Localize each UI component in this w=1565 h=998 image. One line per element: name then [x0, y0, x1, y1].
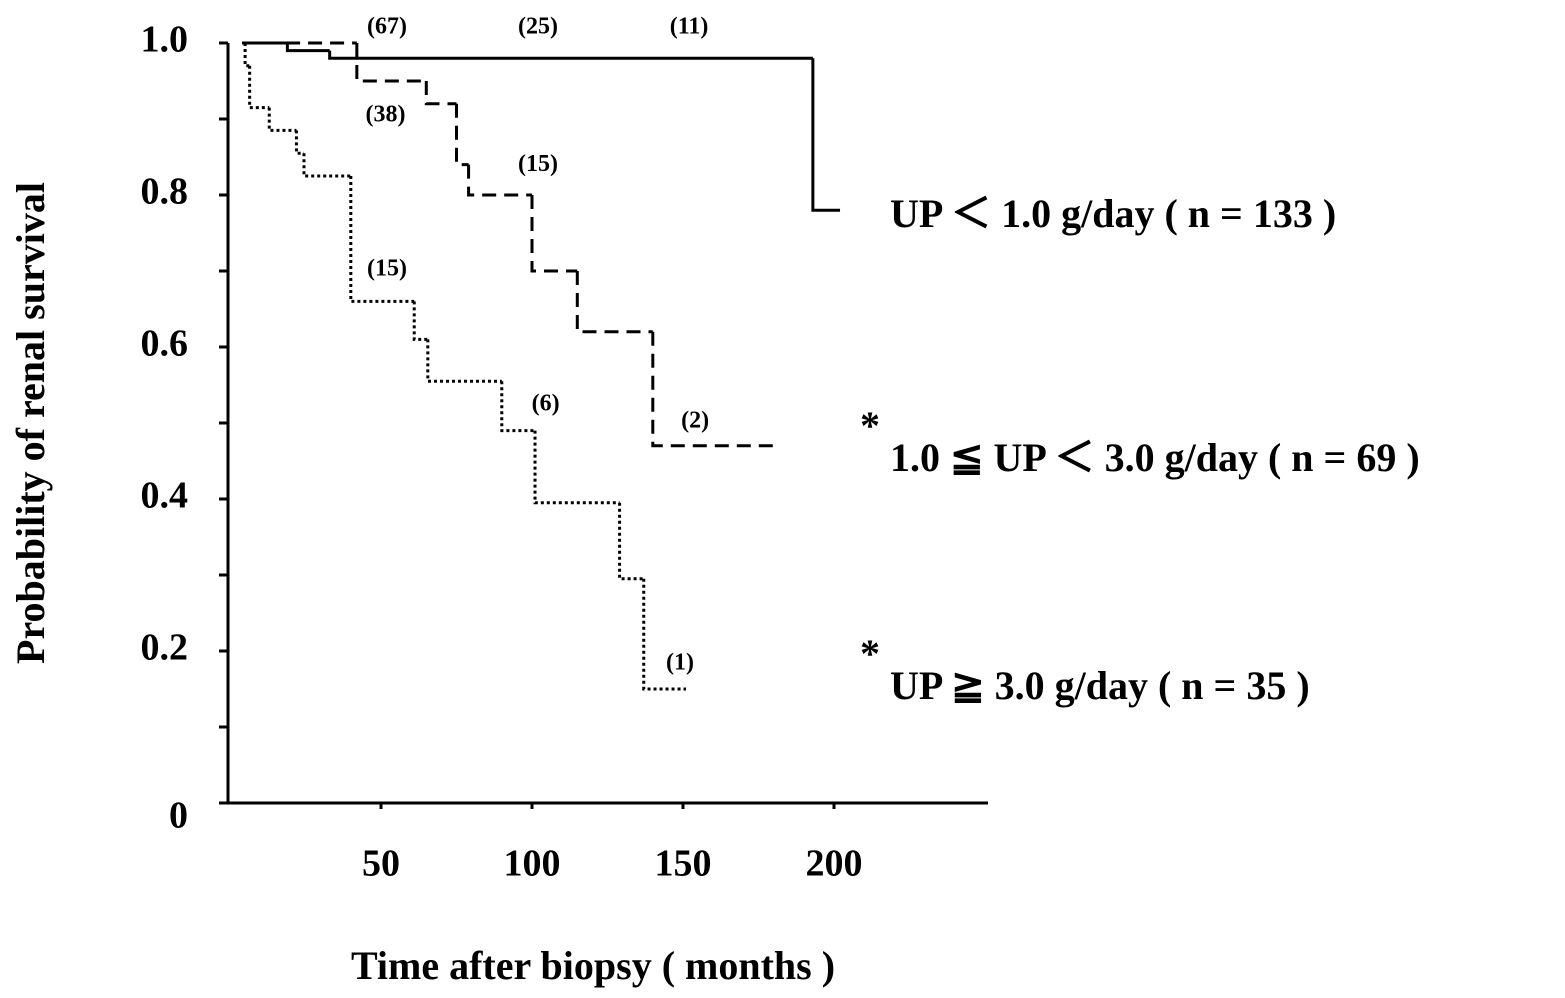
survival-step — [248, 65, 270, 110]
survival-step — [355, 43, 427, 83]
at-risk-label: (1) — [666, 649, 694, 675]
legend-label: 1.0 ≦ UP ＜ 3.0 g/day ( n = 69 ) — [890, 435, 1420, 480]
survival-step — [424, 81, 457, 106]
significance-mark: * — [860, 403, 880, 448]
survival-step — [500, 381, 536, 433]
survival-step — [302, 153, 351, 178]
x-tick-label: 200 — [806, 843, 863, 885]
survival-step — [328, 50, 813, 60]
survival-step — [426, 339, 502, 383]
x-tick-label: 150 — [655, 843, 712, 885]
x-tick-label: 100 — [504, 843, 561, 885]
at-risk-label: (11) — [670, 13, 709, 39]
x-tick-label: 50 — [362, 843, 400, 885]
survival-step — [412, 301, 428, 341]
at-risk-label: (38) — [366, 101, 406, 127]
survival-step — [349, 176, 415, 303]
legend-label: UP ＜ 1.0 g/day ( n = 133 ) — [890, 191, 1336, 236]
survival-step — [618, 502, 644, 581]
y-tick-label: 1.0 — [141, 19, 189, 61]
at-risk-label: (6) — [532, 390, 560, 416]
legend-label: UP ≧ 3.0 g/day ( n = 35 ) — [890, 663, 1310, 708]
y-tick-label: 0.4 — [141, 475, 189, 517]
survival-step — [811, 58, 841, 212]
survival-step — [642, 578, 687, 691]
survival-step — [467, 164, 532, 197]
survival-step — [285, 43, 330, 53]
y-axis-title: Probability of renal survival — [8, 182, 53, 664]
survival-step — [243, 43, 250, 68]
at-risk-label: (15) — [518, 151, 558, 177]
at-risk-label: (15) — [367, 256, 407, 282]
at-risk-label: (25) — [518, 13, 558, 39]
survival-step — [533, 430, 620, 505]
y-tick-label: 0.6 — [141, 323, 189, 365]
survival-step — [294, 130, 304, 155]
at-risk-label: (2) — [681, 408, 709, 434]
significance-mark: * — [860, 631, 880, 676]
x-axis-title: Time after biopsy ( months ) — [351, 943, 835, 988]
survival-step — [455, 103, 469, 167]
survival-step — [267, 107, 297, 132]
at-risk-label: (67) — [367, 13, 407, 39]
survival-step — [651, 331, 777, 448]
y-tick-label: 0.2 — [141, 627, 189, 669]
survival-step — [530, 195, 578, 273]
y-tick-label: 0.8 — [141, 171, 189, 213]
y-tick-label: 0 — [169, 795, 188, 837]
survival-step — [575, 271, 653, 334]
